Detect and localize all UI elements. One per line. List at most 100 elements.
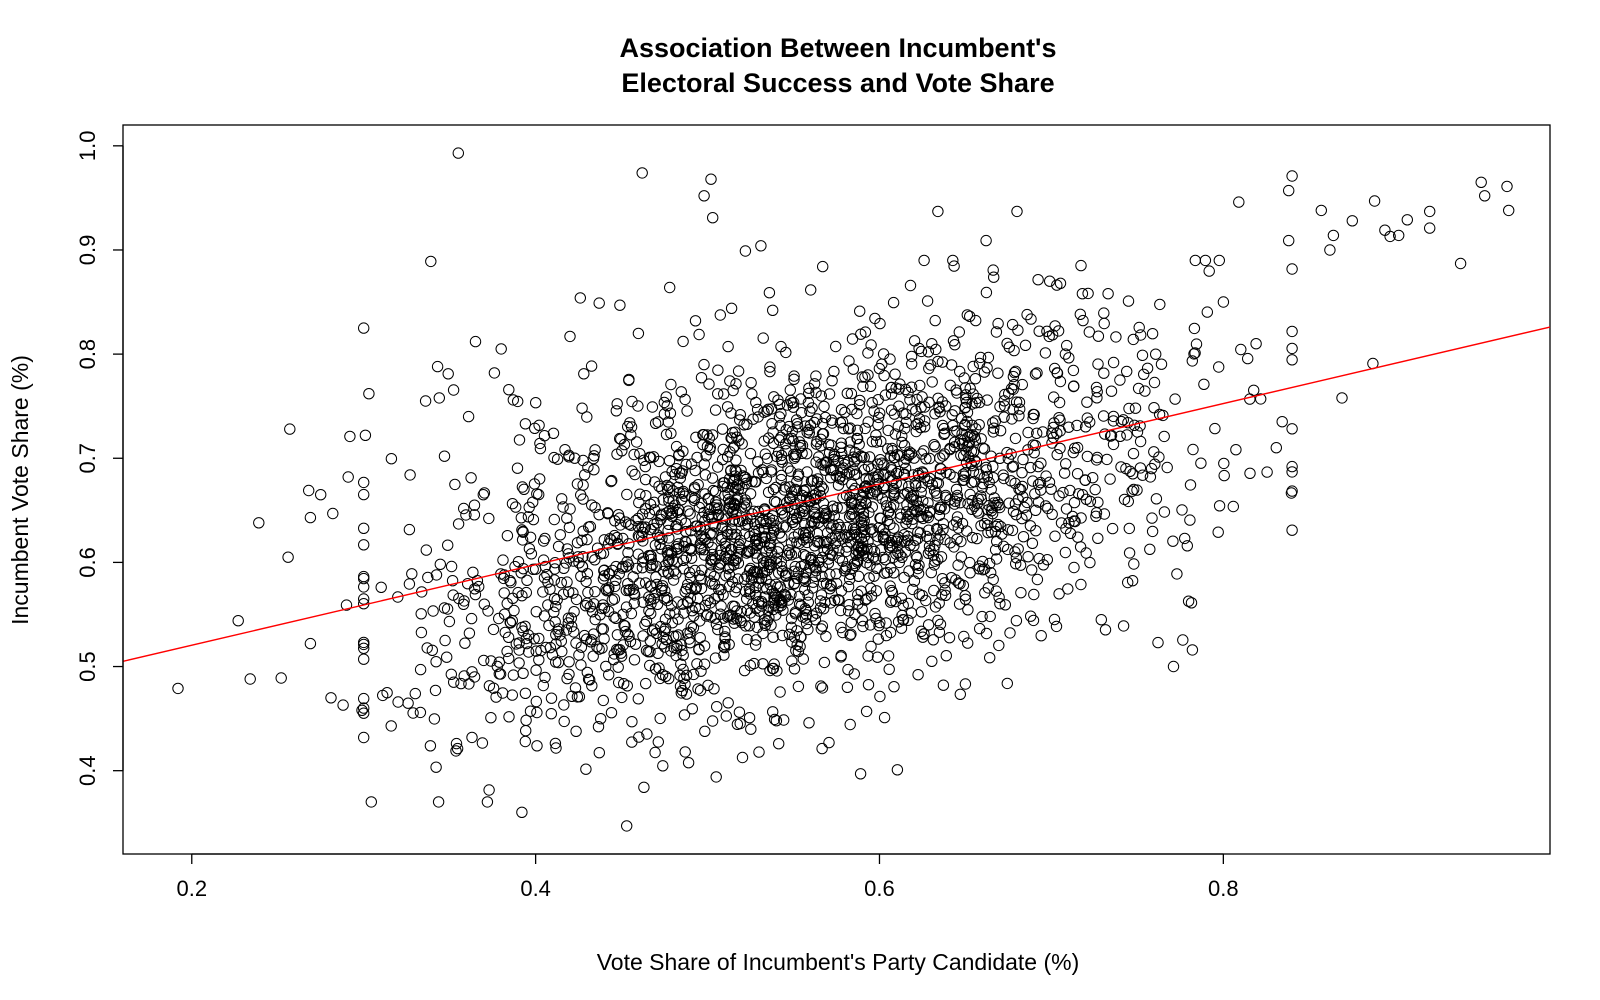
data-point (663, 505, 676, 517)
data-point (483, 680, 496, 692)
data-point (568, 606, 580, 618)
data-point (658, 396, 670, 409)
data-point (805, 553, 817, 566)
data-point (799, 603, 811, 615)
data-point (684, 626, 696, 639)
data-point (778, 484, 790, 496)
data-point (577, 551, 589, 563)
data-point (707, 555, 719, 567)
data-point (971, 497, 984, 509)
data-point (774, 686, 786, 698)
data-point (794, 631, 807, 643)
data-point (1060, 503, 1073, 515)
data-point (1124, 465, 1136, 477)
data-point (872, 394, 884, 406)
data-point (430, 656, 442, 668)
data-point (1048, 613, 1061, 626)
data-point (641, 728, 653, 740)
data-point (521, 574, 533, 586)
data-point (765, 464, 778, 476)
data-point (828, 365, 840, 378)
data-point (757, 466, 769, 479)
data-point (451, 742, 464, 755)
data-point (643, 591, 655, 603)
data-point (476, 737, 489, 749)
data-point (819, 504, 831, 517)
data-point (746, 508, 758, 520)
data-point (1424, 205, 1436, 218)
data-point (948, 541, 960, 553)
data-point (1009, 546, 1021, 558)
data-point (949, 405, 961, 417)
data-point (498, 608, 511, 620)
data-point (845, 387, 858, 400)
data-point (767, 603, 779, 616)
data-point (1150, 493, 1163, 505)
data-point (1084, 556, 1096, 569)
data-point (694, 524, 707, 536)
data-point (817, 260, 829, 273)
data-point (1010, 396, 1023, 408)
data-point (670, 440, 683, 453)
data-point (1114, 374, 1126, 386)
data-point (761, 405, 773, 417)
data-point (798, 502, 811, 514)
data-point (697, 429, 709, 441)
data-point (788, 373, 800, 385)
data-point (791, 625, 803, 637)
data-point (718, 388, 730, 400)
data-point (733, 515, 746, 528)
data-point (1035, 630, 1047, 642)
data-point (766, 529, 778, 542)
data-point (983, 476, 995, 489)
data-point (1026, 564, 1038, 576)
data-point (860, 705, 873, 718)
data-point (698, 458, 710, 470)
data-point (732, 557, 745, 569)
data-point (520, 725, 532, 737)
data-point (842, 663, 854, 676)
data-point (918, 628, 930, 640)
data-point (922, 346, 935, 358)
data-point (1126, 485, 1138, 497)
data-point (550, 742, 562, 754)
data-point (677, 663, 689, 676)
data-point (780, 445, 792, 457)
data-point (1212, 526, 1224, 538)
data-point (955, 449, 967, 461)
data-point (668, 641, 680, 654)
data-point (591, 542, 604, 554)
data-point (606, 474, 618, 487)
data-point (1006, 413, 1018, 425)
data-point (977, 478, 989, 490)
data-point (572, 551, 584, 563)
data-point (717, 589, 729, 601)
data-point (929, 314, 941, 327)
data-point (1217, 296, 1230, 308)
data-point (757, 658, 769, 670)
data-point (767, 426, 779, 438)
data-point (1014, 403, 1026, 415)
data-point (974, 622, 986, 635)
data-point (1075, 512, 1087, 524)
data-point (1032, 496, 1045, 508)
data-point (664, 281, 676, 294)
data-point (432, 796, 445, 808)
data-point (1134, 420, 1146, 432)
data-point (821, 456, 833, 469)
data-point (985, 483, 997, 496)
data-point (1146, 328, 1159, 340)
data-point (661, 594, 673, 607)
data-point (997, 540, 1010, 552)
data-point (940, 650, 952, 662)
data-point (549, 557, 561, 569)
data-point (776, 456, 788, 468)
data-point (943, 632, 956, 644)
data-point (1176, 504, 1188, 516)
data-point (815, 680, 827, 692)
data-point (948, 471, 960, 483)
data-point (902, 510, 914, 522)
data-point (625, 519, 637, 531)
data-point (1104, 473, 1116, 485)
data-point (764, 664, 776, 677)
